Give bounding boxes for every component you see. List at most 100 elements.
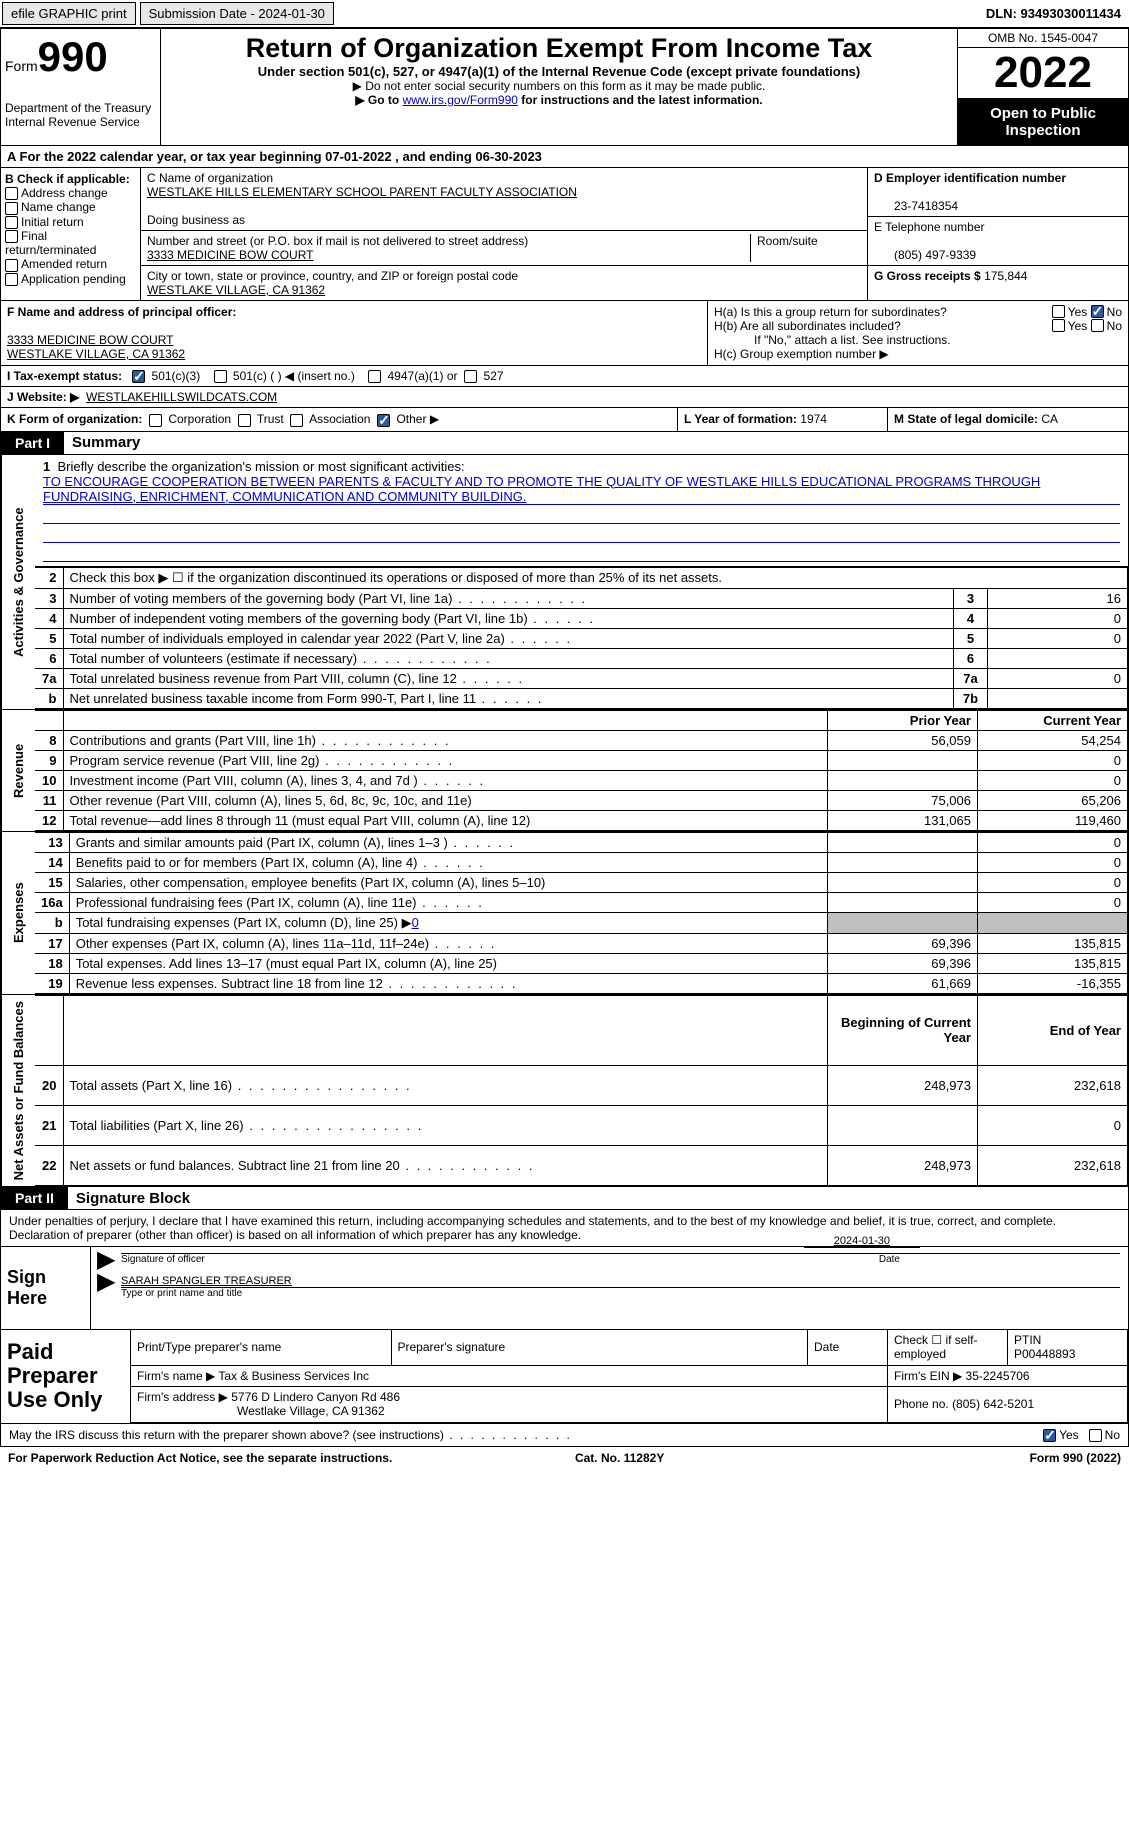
firm-addr2: Westlake Village, CA 91362 (137, 1404, 385, 1418)
form-title: Return of Organization Exempt From Incom… (165, 33, 953, 64)
line-21-prior (828, 1105, 978, 1145)
chk-corporation[interactable] (149, 414, 162, 427)
chk-hb-no[interactable] (1091, 319, 1104, 332)
expenses-table: 13Grants and similar amounts paid (Part … (35, 832, 1128, 994)
dept-label: Department of the Treasury Internal Reve… (5, 101, 156, 129)
mission-blank-2 (43, 527, 1120, 543)
sig-officer-label: Signature of officer (121, 1254, 205, 1265)
row-j: J Website: ▶ WESTLAKEHILLSWILDCATS.COM (0, 387, 1129, 408)
col-h: H(a) Is this a group return for subordin… (708, 301, 1128, 365)
chk-ha-no[interactable] (1091, 305, 1104, 318)
ein-value: 23-7418354 (874, 199, 958, 213)
officer-name: SARAH SPANGLER Treasurer (121, 1275, 292, 1287)
part1-badge: Part I (1, 432, 64, 454)
state-domicile: CA (1041, 412, 1058, 426)
ha-label: H(a) Is this a group return for subordin… (714, 305, 1052, 319)
line-22-desc: Net assets or fund balances. Subtract li… (63, 1145, 828, 1185)
governance-table: 2Check this box ▶ ☐ if the organization … (35, 567, 1128, 709)
prep-sig-hdr: Preparer's signature (391, 1330, 808, 1365)
note-goto-pre: ▶ Go to (355, 93, 402, 107)
vlabel-revenue: Revenue (1, 710, 35, 831)
section-bcdeg: B Check if applicable: Address change Na… (0, 168, 1129, 301)
line-17-desc: Other expenses (Part IX, column (A), lin… (69, 933, 827, 953)
firm-ein: 35-2245706 (966, 1369, 1030, 1383)
prep-check-hdr: Check ☐ if self-employed (888, 1330, 1008, 1365)
col-m: M State of legal domicile: CA (888, 408, 1128, 430)
ha-no: No (1107, 305, 1122, 319)
chk-527[interactable] (464, 370, 477, 383)
hb-yes: Yes (1068, 319, 1088, 333)
block-expenses: Expenses 13Grants and similar amounts pa… (0, 832, 1129, 995)
col-b: B Check if applicable: Address change Na… (1, 168, 141, 300)
line-20-prior: 248,973 (828, 1065, 978, 1105)
form-ref: Form 990 (2022) (1030, 1451, 1121, 1465)
name-title-label: Type or print name and title (121, 1288, 1120, 1299)
chk-501c3[interactable] (132, 370, 145, 383)
vlabel-expenses: Expenses (1, 832, 35, 994)
opt-4947: 4947(a)(1) or (388, 369, 458, 383)
chk-association[interactable] (290, 414, 303, 427)
part2-header-row: Part II Signature Block (0, 1187, 1129, 1210)
year-formation: 1974 (800, 412, 827, 426)
line-17-prior: 69,396 (828, 933, 978, 953)
col-k: K Form of organization: Corporation Trus… (1, 408, 678, 430)
vlabel-netassets: Net Assets or Fund Balances (1, 995, 35, 1186)
form-subtitle: Under section 501(c), 527, or 4947(a)(1)… (165, 64, 953, 79)
line-10-desc: Investment income (Part VIII, column (A)… (63, 770, 828, 790)
col-f: F Name and address of principal officer:… (1, 301, 708, 365)
line-16b-prior (828, 912, 978, 933)
sig-date: 2024-01-30 (804, 1235, 920, 1248)
line-13-desc: Grants and similar amounts paid (Part IX… (69, 832, 827, 852)
form-header: Form990 Department of the Treasury Inter… (0, 28, 1129, 146)
chk-name-change[interactable] (5, 202, 18, 215)
efile-button[interactable]: efile GRAPHIC print (2, 2, 136, 25)
line-18-prior: 69,396 (828, 953, 978, 973)
chk-application-pending[interactable] (5, 273, 18, 286)
vlabel-governance: Activities & Governance (1, 455, 35, 709)
col-deg: D Employer identification number 23-7418… (868, 168, 1128, 300)
opt-association: Association (309, 412, 370, 426)
chk-amended-return[interactable] (5, 259, 18, 272)
chk-4947[interactable] (368, 370, 381, 383)
chk-hb-yes[interactable] (1052, 319, 1065, 332)
chk-discuss-no[interactable] (1089, 1429, 1102, 1442)
chk-trust[interactable] (238, 414, 251, 427)
i-label: I Tax-exempt status: (7, 369, 122, 383)
tax-year: 2022 (958, 48, 1128, 99)
footer-discuss: May the IRS discuss this return with the… (0, 1424, 1129, 1447)
submission-date-button[interactable]: Submission Date - 2024-01-30 (140, 2, 334, 25)
opt-other: Other ▶ (396, 412, 439, 426)
chk-ha-yes[interactable] (1052, 305, 1065, 318)
e-label: E Telephone number (874, 220, 985, 234)
chk-501c[interactable] (214, 370, 227, 383)
mission-label: Briefly describe the organization's miss… (57, 459, 464, 474)
line-21-desc: Total liabilities (Part X, line 26) (63, 1105, 828, 1145)
part2-title: Signature Block (68, 1190, 190, 1207)
line-10-current: 0 (978, 770, 1128, 790)
opt-amended-return: Amended return (21, 257, 107, 271)
discuss-question: May the IRS discuss this return with the… (9, 1428, 572, 1442)
chk-discuss-yes[interactable] (1043, 1429, 1056, 1442)
line-16b-desc: Total fundraising expenses (Part IX, col… (69, 912, 827, 933)
mission-text: TO ENCOURAGE COOPERATION BETWEEN PARENTS… (43, 474, 1120, 505)
officer-addr2: WESTLAKE VILLAGE, CA 91362 (7, 347, 185, 361)
form-number-cell: Form990 Department of the Treasury Inter… (1, 29, 161, 145)
org-name: WESTLAKE HILLS ELEMENTARY SCHOOL PARENT … (147, 185, 577, 199)
prep-ptin-cell: PTINP00448893 (1008, 1330, 1128, 1365)
chk-address-change[interactable] (5, 187, 18, 200)
sig-declaration: Under penalties of perjury, I declare th… (0, 1210, 1129, 1247)
firm-phone-cell: Phone no. (805) 642-5201 (888, 1387, 1128, 1423)
mission-blank-1 (43, 508, 1120, 524)
irs-link[interactable]: www.irs.gov/Form990 (403, 93, 518, 107)
chk-initial-return[interactable] (5, 216, 18, 229)
line-16b-val: 0 (412, 915, 419, 930)
opt-initial-return: Initial return (21, 215, 84, 229)
chk-other[interactable] (377, 414, 390, 427)
chk-final-return[interactable] (5, 230, 18, 243)
g-label: G Gross receipts $ (874, 269, 981, 283)
m-label: M State of legal domicile: (894, 412, 1038, 426)
hb-label: H(b) Are all subordinates included? (714, 319, 1052, 333)
col-c: C Name of organization WESTLAKE HILLS EL… (141, 168, 868, 300)
part1-title: Summary (64, 434, 140, 451)
street-address: 3333 MEDICINE BOW COURT (147, 248, 313, 262)
